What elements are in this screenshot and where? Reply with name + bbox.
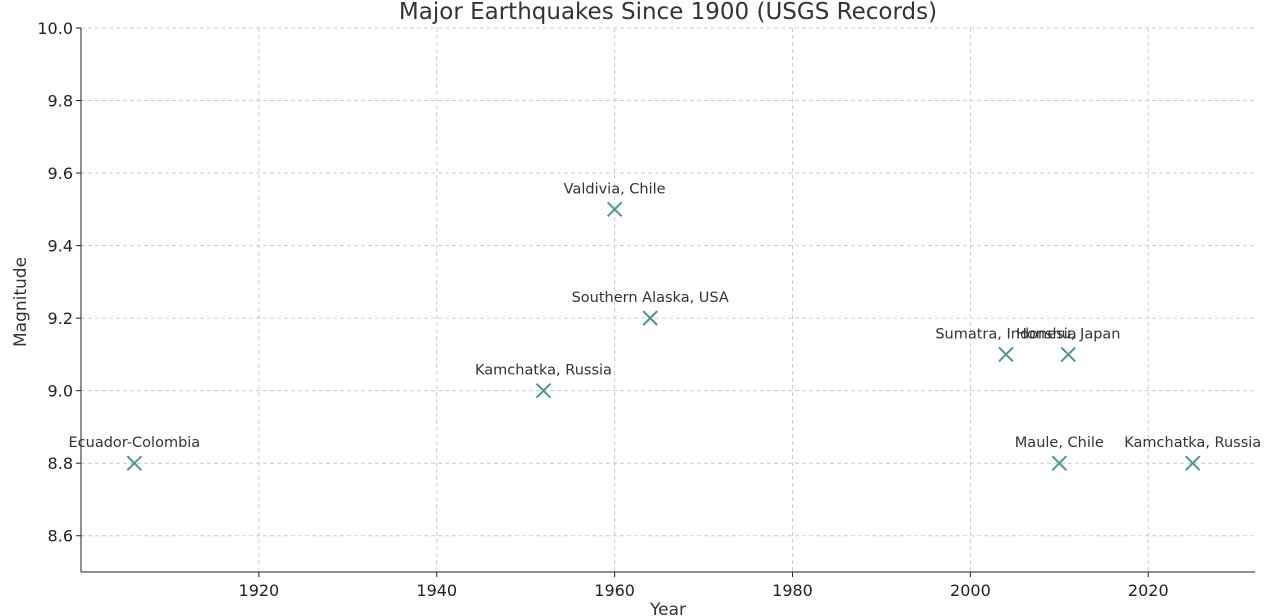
x-tick-label: 1940 [416, 581, 457, 600]
data-point-stroke [1051, 455, 1068, 471]
data-point-stroke [1185, 455, 1201, 471]
data-point-stroke [642, 310, 658, 326]
x-tick-label: 1920 [239, 581, 280, 600]
x-tick-label: 2020 [1128, 581, 1169, 600]
y-tick-label: 9.8 [48, 92, 73, 111]
point-label: Sumatra, Indonesia [935, 326, 1076, 342]
axes-spines [80, 28, 1255, 573]
y-tick-label: 9.0 [48, 382, 73, 401]
point-label: Honshu, Japan [1016, 326, 1121, 342]
y-tick-label: 9.4 [48, 237, 73, 256]
point-labels: Ecuador-Colombia Kamchatka, Russia Valdivi… [69, 181, 1262, 451]
point-label: Maule, Chile [1015, 435, 1104, 451]
x-tick-label: 2000 [950, 581, 991, 600]
y-tick-label: 8.8 [48, 454, 73, 473]
data-point-stroke [998, 346, 1014, 363]
data-point [1060, 346, 1076, 363]
data-point [1051, 455, 1068, 471]
point-label: Valdivia, Chile [564, 181, 666, 197]
y-tick-label: 8.6 [48, 527, 73, 546]
data-point [535, 382, 552, 399]
data-point-stroke [126, 455, 143, 471]
data-point-stroke [606, 201, 623, 218]
point-label: Ecuador-Colombia [69, 435, 201, 451]
point-label: Kamchatka, Russia [475, 363, 612, 379]
data-point [126, 455, 143, 471]
data-point [1185, 455, 1201, 471]
data-point-stroke [535, 382, 552, 399]
chart-title: Major Earthquakes Since 1900 (USGS Recor… [399, 0, 937, 25]
x-tick-label: 1980 [772, 581, 813, 600]
x-axis-label: Year [649, 600, 686, 616]
x-tick-label: 1960 [594, 581, 635, 600]
y-tick-label: 9.2 [48, 309, 73, 328]
data-point [642, 310, 658, 326]
data-point-stroke [1060, 346, 1076, 363]
data-point [998, 346, 1014, 363]
point-label: Kamchatka, Russia [1124, 435, 1261, 451]
y-tick-label: 10.0 [37, 19, 73, 38]
y-axis-label: Magnitude [11, 257, 31, 347]
data-points [126, 201, 1201, 471]
point-label: Southern Alaska, USA [572, 290, 729, 306]
y-tick-label: 9.6 [48, 164, 73, 183]
tick-layer: 1920 1940 1960 1980 2000 2020 8.6 8.8 9.0 9.2 9.4 9… [37, 19, 1168, 600]
data-point [606, 201, 623, 218]
